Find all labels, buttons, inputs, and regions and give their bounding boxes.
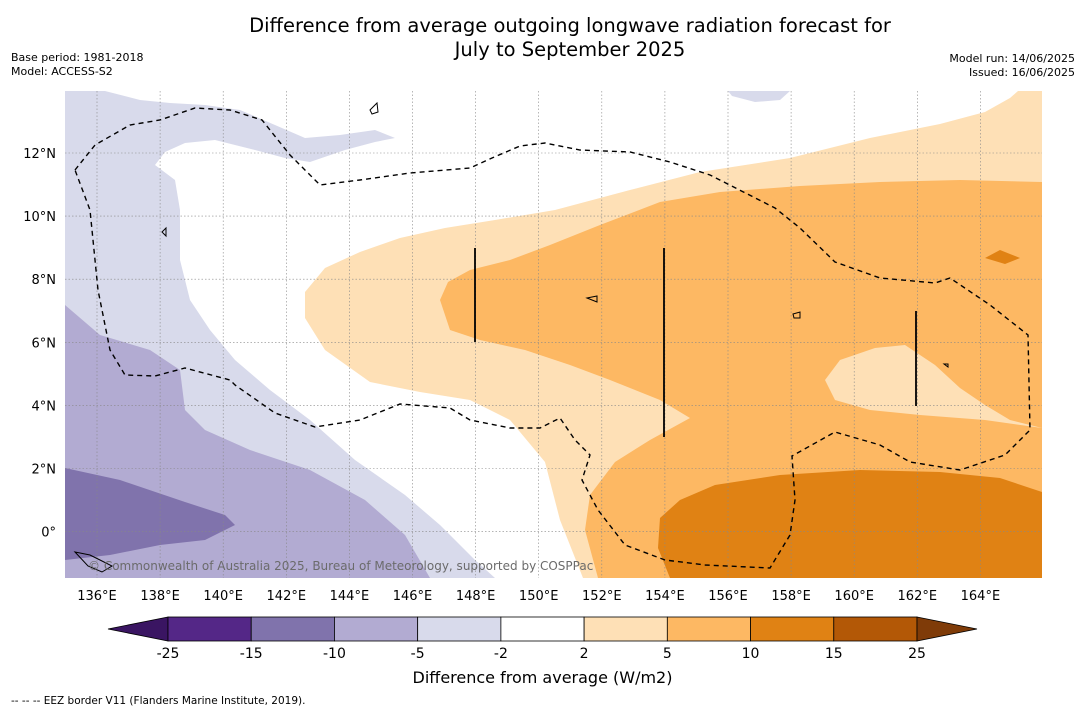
colorbar-extend-low [107,616,169,642]
eez-border-west [74,107,1031,569]
eez-footnote: -- -- -- EEZ border V11 (Flanders Marine… [11,695,306,707]
contour-small-patch [985,250,1020,264]
lon-label: 136°E [77,589,117,604]
lat-label: 0° [41,526,56,541]
colorbar-tick-label: 2 [580,646,589,662]
colorbar-tick-label: -2 [494,646,508,662]
colorbar-tick-label: -5 [411,646,425,662]
island-6 [942,363,949,368]
longitude-labels: 136°E 138°E 140°E 142°E 144°E 146°E 148°E 150°E… [77,589,1000,604]
eez-borders [74,107,1031,569]
model-name: Model: ACCESS-S2 [11,65,113,78]
colorbar-tick-label: 25 [908,646,926,662]
lat-label: 10°N [23,210,56,225]
lat-label: 8°N [32,273,57,288]
colorbar-tick-label: 15 [825,646,843,662]
lon-label: 144°E [330,589,370,604]
title-line-1: Difference from average outgoing longwav… [249,14,891,37]
lon-label: 138°E [140,589,180,604]
lon-label: 148°E [456,589,496,604]
contour-dark-orange [658,470,1042,578]
lon-label: 154°E [645,589,685,604]
colorbar-segment [750,616,835,642]
colorbar-segment [666,616,751,642]
lat-label: 4°N [32,399,57,414]
base-period: Base period: 1981-2018 [11,51,144,64]
colorbar: -25 -15 -10 -5 -2 2 5 10 15 25 [107,616,978,662]
contour-dark-lavender [65,468,235,560]
colorbar-tick-label: 10 [742,646,760,662]
lon-label: 156°E [708,589,748,604]
lat-label: 12°N [23,147,56,162]
island-1 [369,101,379,115]
lon-label: 146°E [393,589,433,604]
island-2 [161,226,167,238]
lat-label: 6°N [32,336,57,351]
meta-left: Base period: 1981-2018 Model: ACCESS-S2 [11,51,143,79]
lon-label: 162°E [898,589,938,604]
colorbar-tick-label: 5 [663,646,672,662]
colorbar-tick-label: -10 [323,646,346,662]
lon-label: 150°E [519,589,559,604]
contour-light-lavender-2 [728,91,790,102]
meta-right: Model run: 14/06/2025 Issued: 16/06/2025 [949,52,1075,80]
lon-label: 160°E [834,589,874,604]
copyright-text: © Commonwealth of Australia 2025, Bureau… [88,559,593,573]
latitude-labels: 12°N 10°N 8°N 6°N 4°N 2°N 0° [23,147,56,541]
island-5 [73,551,114,573]
colorbar-extend-high [916,616,978,642]
lon-label: 164°E [961,589,1001,604]
colorbar-label: Difference from average (W/m2) [412,668,673,687]
island-4 [585,295,598,303]
colorbar-segment [583,616,668,642]
model-run: Model run: 14/06/2025 [949,52,1075,65]
issued-date: Issued: 16/06/2025 [968,66,1075,79]
colorbar-segment [833,616,918,642]
colorbar-segment [500,616,585,642]
lat-label: 2°N [32,463,57,478]
colorbar-segment [417,616,502,642]
map-title: Difference from average outgoing longwav… [0,14,1085,62]
map-area: © Commonwealth of Australia 2025, Bureau… [65,91,1042,578]
lon-label: 140°E [203,589,243,604]
colorbar-segment [334,616,419,642]
islands [73,101,949,573]
colorbar-tick-label: -15 [240,646,263,662]
lon-label: 142°E [267,589,307,604]
title-line-2: July to September 2025 [454,38,686,61]
colorbar-segment [167,616,252,642]
vertical-markers [474,248,917,437]
colorbar-segment [250,616,335,642]
lon-label: 152°E [582,589,622,604]
lon-label: 158°E [771,589,811,604]
colorbar-tick-label: -25 [157,646,180,662]
island-3 [792,311,801,319]
